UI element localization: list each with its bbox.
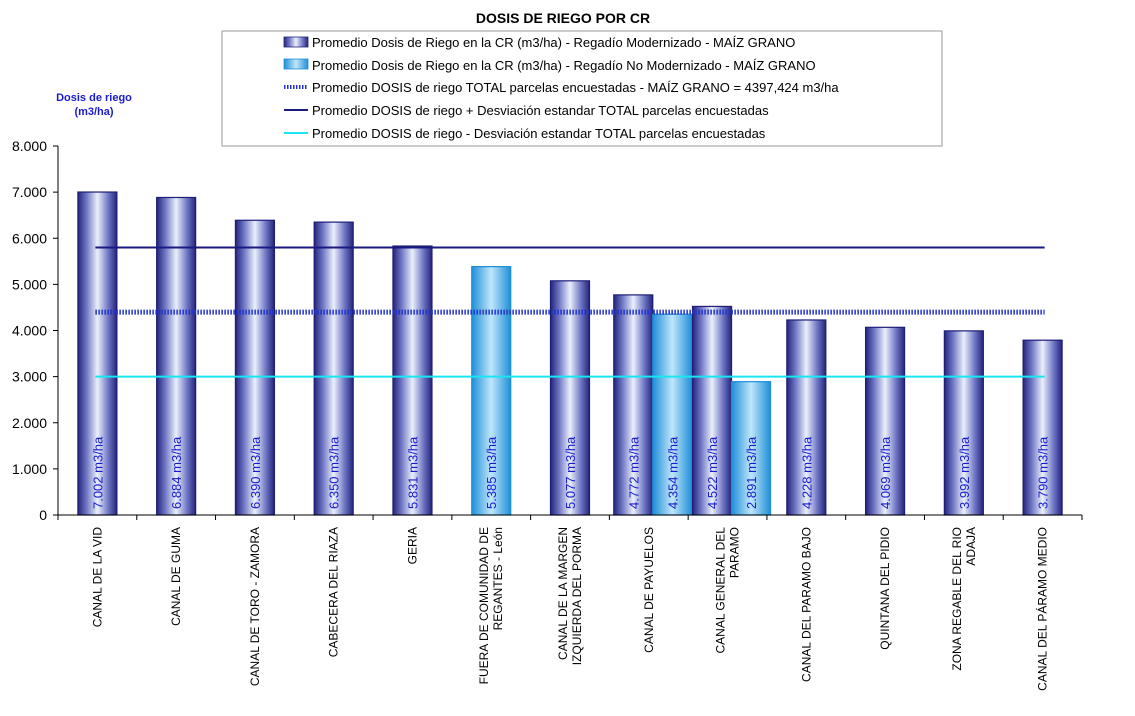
x-category-label-line: CANAL DE TORO - ZAMORA (248, 527, 262, 686)
y-tick-label: 6.000 (12, 230, 47, 246)
x-category-label: ZONA REGABLE DEL RIO ADAJA (950, 527, 978, 671)
x-category-label-line: CANAL DE LA VID (90, 527, 104, 628)
x-category-label-line: ZONA REGABLE DEL RIO (950, 527, 964, 671)
x-category-label: CANAL DE GUMA (169, 527, 183, 626)
legend-label-modernizado: Promedio Dosis de Riego en la CR (m3/ha)… (312, 35, 795, 50)
x-category-label-line: CANAL DE LA MARGEN (556, 527, 570, 660)
x-category-label-line: CANAL DEL PARAMO BAJO (799, 527, 813, 682)
legend-label-menos-desviacion: Promedio DOSIS de riego - Desviación est… (312, 126, 766, 141)
bar-modernizado (691, 305, 733, 516)
x-category-label-line: ADAJA (964, 527, 978, 566)
bar-data-label: 7.002 m3/ha (90, 436, 105, 509)
bar-data-label: 4.228 m3/ha (799, 436, 814, 509)
y-tick-label: 0 (39, 507, 47, 523)
x-category-label: CANAL DEL PÁRAMO MEDIO (1035, 527, 1050, 691)
y-tick-label: 4.000 (12, 323, 47, 339)
x-category-label-line: PARAMO (728, 527, 742, 578)
bar-data-label: 5.831 m3/ha (405, 436, 420, 509)
bar-data-label: 3.790 m3/ha (1036, 436, 1051, 509)
x-category-label-line: QUINTANA DEL PIDIO (878, 527, 892, 650)
bar-data-label: 6.884 m3/ha (169, 436, 184, 509)
bar-data-label: 4.772 m3/ha (626, 436, 641, 509)
axes (57, 146, 1083, 520)
legend-label-mas-desviacion: Promedio DOSIS de riego + Desviación est… (312, 103, 769, 118)
bar-data-label: 5.385 m3/ha (484, 436, 499, 509)
bar-no-modernizado (471, 266, 512, 516)
bar-modernizado (786, 319, 827, 516)
x-category-label: CANAL DE LA MARGEN IZQUIERDA DEL PORMA (556, 527, 584, 665)
data-labels: 7.002 m3/ha 6.884 m3/ha 6.390 m3/ha 6.350 m… (90, 436, 1050, 509)
x-category-label-line: CANAL DE PAYUELOS (642, 527, 656, 653)
x-category-label: CANAL GENERAL DEL PARAMO (714, 527, 742, 654)
y-axis: 0 1.000 2.000 3.000 4.000 5.000 6.000 7.000 8.00… (12, 138, 58, 523)
bars (77, 191, 1063, 516)
x-category-label-line: CANAL DE GUMA (169, 527, 183, 626)
bar-no-modernizado (730, 381, 772, 516)
legend: Promedio Dosis de Riego en la CR (m3/ha)… (221, 30, 943, 147)
bar-data-label: 6.390 m3/ha (248, 436, 263, 509)
bar-data-label: 4.069 m3/ha (878, 436, 893, 509)
y-tick-label: 7.000 (12, 184, 47, 200)
bar-no-modernizado (652, 313, 693, 516)
bar-data-label: 4.354 m3/ha (665, 436, 680, 509)
legend-label-no-modernizado: Promedio Dosis de Riego en la CR (m3/ha)… (312, 58, 816, 73)
y-tick-label: 5.000 (12, 276, 47, 292)
x-category-label-line: FUERA DE COMUNIDAD DE (477, 527, 491, 684)
legend-swatch-modernizado (283, 36, 309, 48)
y-axis-title-line2: (m3/ha) (74, 106, 113, 118)
chart-title: DOSIS DE RIEGO POR CR (476, 10, 650, 26)
y-tick-label: 8.000 (12, 138, 47, 154)
x-axis-categories: CANAL DE LA VID CANAL DE GUMA CANAL DE TOR… (90, 527, 1049, 691)
y-tick-label: 3.000 (12, 369, 47, 385)
bar-modernizado (943, 330, 984, 516)
x-category-label-line: CABECERA DEL RIAZA (327, 527, 341, 657)
x-category-label-line: REGANTES - León (491, 527, 505, 630)
bar-modernizado (1022, 339, 1063, 516)
x-category-label: CANAL DE TORO - ZAMORA (248, 527, 262, 686)
bar-data-label: 3.992 m3/ha (957, 436, 972, 509)
bar-modernizado (864, 326, 906, 516)
x-category-label: QUINTANA DEL PIDIO (878, 527, 892, 650)
bar-data-label: 4.522 m3/ha (705, 436, 720, 509)
x-category-label: CANAL DEL PARAMO BAJO (799, 527, 813, 682)
legend-swatch-no-modernizado (283, 58, 309, 70)
legend-box (221, 30, 943, 147)
bar-data-label: 5.077 m3/ha (563, 436, 578, 509)
x-category-label-line: IZQUIERDA DEL PORMA (570, 527, 584, 665)
x-category-label: FUERA DE COMUNIDAD DE REGANTES - León (477, 527, 505, 684)
y-tick-label: 1.000 (12, 461, 47, 477)
x-category-label-line: CANAL DEL PÁRAMO MEDIO (1035, 527, 1050, 691)
x-category-label-line: CANAL GENERAL DEL (714, 527, 728, 654)
bar-data-label: 2.891 m3/ha (744, 436, 759, 509)
bar-modernizado (313, 221, 354, 516)
y-tick-label: 2.000 (12, 415, 47, 431)
x-category-label-line: GERIA (405, 527, 419, 564)
x-category-label: CANAL DE PAYUELOS (642, 527, 656, 653)
x-category-label: CANAL DE LA VID (90, 527, 104, 628)
bar-modernizado (392, 245, 433, 516)
legend-label-promedio: Promedio DOSIS de riego TOTAL parcelas e… (312, 80, 839, 95)
y-axis-title-line1: Dosis de riego (56, 92, 132, 104)
reference-lines (95, 246, 1045, 378)
x-category-label: CABECERA DEL RIAZA (327, 527, 341, 657)
bar-data-label: 6.350 m3/ha (327, 436, 342, 509)
bar-modernizado (549, 280, 591, 516)
x-category-label: GERIA (405, 527, 419, 564)
